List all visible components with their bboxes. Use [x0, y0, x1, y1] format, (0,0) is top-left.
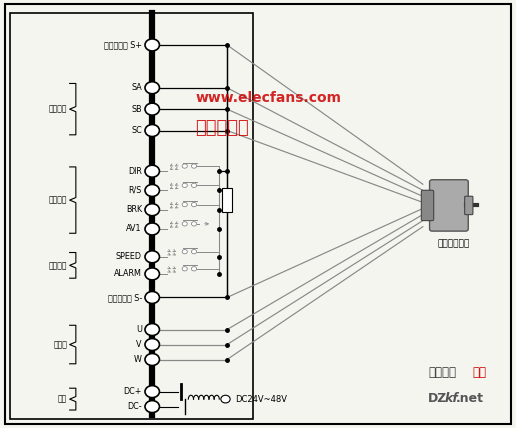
Text: DC+: DC+	[123, 387, 142, 396]
Circle shape	[191, 183, 197, 187]
Text: SA: SA	[131, 83, 142, 92]
Circle shape	[145, 339, 159, 351]
Text: DZ: DZ	[428, 392, 448, 404]
Text: SB: SB	[131, 104, 142, 114]
Text: 霍尔电源正 S+: 霍尔电源正 S+	[104, 40, 142, 50]
Text: ALARM: ALARM	[114, 269, 142, 279]
Circle shape	[145, 386, 159, 398]
Text: kf: kf	[445, 392, 459, 404]
Circle shape	[145, 125, 159, 137]
Text: DC24V~48V: DC24V~48V	[235, 395, 287, 404]
Text: 霍尔信号: 霍尔信号	[49, 104, 67, 114]
Circle shape	[182, 164, 187, 168]
Circle shape	[191, 202, 197, 207]
FancyBboxPatch shape	[464, 196, 473, 214]
Text: www.elecfans.com: www.elecfans.com	[196, 92, 341, 105]
Text: 无刷直流电机: 无刷直流电机	[438, 240, 470, 249]
Text: R/S: R/S	[128, 186, 142, 195]
Circle shape	[191, 222, 197, 226]
Text: 输出信号: 输出信号	[49, 261, 67, 270]
Text: 输入信号: 输入信号	[49, 196, 67, 205]
Circle shape	[145, 268, 159, 280]
Circle shape	[145, 184, 159, 196]
Circle shape	[145, 354, 159, 366]
Text: AV1: AV1	[126, 224, 142, 234]
Circle shape	[145, 401, 159, 413]
Text: W: W	[134, 355, 142, 364]
Text: 社区: 社区	[472, 366, 486, 379]
Text: SC: SC	[131, 126, 142, 135]
Text: BRK: BRK	[126, 205, 142, 214]
Text: V: V	[136, 340, 142, 349]
Text: DIR: DIR	[128, 166, 142, 176]
Circle shape	[182, 222, 187, 226]
Circle shape	[145, 223, 159, 235]
Circle shape	[182, 183, 187, 187]
Circle shape	[182, 250, 187, 254]
Circle shape	[145, 204, 159, 216]
Text: 电子发烧友: 电子发烧友	[195, 119, 249, 137]
Text: DC-: DC-	[127, 402, 142, 411]
Circle shape	[182, 267, 187, 271]
FancyBboxPatch shape	[429, 180, 469, 231]
Circle shape	[221, 395, 230, 403]
Circle shape	[145, 324, 159, 336]
Circle shape	[191, 267, 197, 271]
Text: 电源: 电源	[58, 395, 67, 404]
Text: 霍尔电源负 S-: 霍尔电源负 S-	[108, 293, 142, 302]
Bar	[10, 13, 253, 419]
Circle shape	[145, 103, 159, 115]
Circle shape	[182, 202, 187, 207]
Text: 电子开发: 电子开发	[428, 366, 456, 379]
FancyBboxPatch shape	[421, 190, 433, 221]
Text: SPEED: SPEED	[116, 252, 142, 262]
Circle shape	[145, 82, 159, 94]
Text: .net: .net	[456, 392, 484, 404]
Circle shape	[145, 291, 159, 303]
Text: 电机线: 电机线	[53, 340, 67, 349]
Circle shape	[145, 39, 159, 51]
Circle shape	[191, 250, 197, 254]
Circle shape	[191, 164, 197, 168]
Bar	[222, 188, 232, 212]
Text: U: U	[136, 325, 142, 334]
Circle shape	[145, 251, 159, 263]
Circle shape	[145, 165, 159, 177]
